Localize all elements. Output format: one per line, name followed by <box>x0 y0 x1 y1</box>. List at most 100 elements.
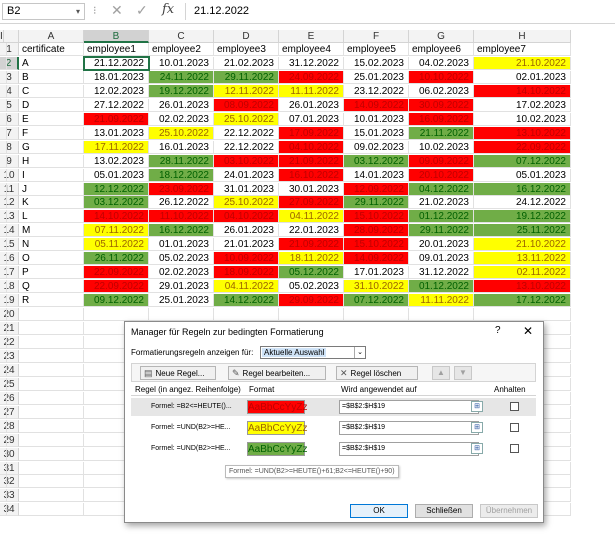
row-header[interactable]: 17 <box>0 266 19 280</box>
close-button[interactable]: Schließen <box>415 504 473 518</box>
date-cell[interactable]: 25.10.2022 <box>149 126 214 140</box>
date-cell[interactable]: 18.12.2022 <box>149 168 214 182</box>
date-cell[interactable]: 10.02.2023 <box>474 112 571 126</box>
cancel-icon[interactable]: ✕ <box>111 2 123 18</box>
date-cell[interactable]: 03.12.2022 <box>344 154 409 168</box>
cell[interactable] <box>0 98 7 112</box>
date-cell[interactable]: 19.12.2022 <box>474 210 571 224</box>
column-header-d[interactable]: D <box>214 30 279 43</box>
cell[interactable] <box>0 447 7 461</box>
date-cell[interactable]: 10.01.2023 <box>149 56 214 70</box>
date-cell[interactable]: 02.01.2023 <box>474 70 571 84</box>
date-cell[interactable]: 21.09.2022 <box>279 154 344 168</box>
row-header[interactable]: 12 <box>0 196 19 210</box>
date-cell[interactable]: 16.12.2022 <box>149 224 214 238</box>
cell[interactable] <box>0 252 7 266</box>
certificate-cell[interactable]: I <box>19 168 84 182</box>
row-header[interactable]: 30 <box>0 447 19 461</box>
help-icon[interactable]: ? <box>495 325 501 336</box>
cell[interactable] <box>0 43 7 56</box>
column-header-f[interactable]: F <box>344 30 409 43</box>
row-header[interactable]: 24 <box>0 363 19 377</box>
date-cell[interactable]: 12.11.2022 <box>214 84 279 98</box>
row-header[interactable]: 3 <box>0 70 19 84</box>
date-cell[interactable]: 19.12.2022 <box>149 84 214 98</box>
cell[interactable] <box>0 433 7 447</box>
stop-checkbox[interactable] <box>510 402 519 411</box>
date-cell[interactable]: 23.12.2022 <box>344 84 409 98</box>
cell[interactable] <box>19 391 84 405</box>
date-cell[interactable]: 15.10.2022 <box>344 238 409 252</box>
date-cell[interactable]: 03.10.2022 <box>214 154 279 168</box>
rule-range-input[interactable]: =$B$2:$H$19 <box>339 400 479 414</box>
formula-input[interactable]: 21.12.2022 <box>185 3 613 20</box>
close-icon[interactable]: ✕ <box>523 324 534 338</box>
date-cell[interactable]: 29.11.2022 <box>214 70 279 84</box>
date-cell[interactable]: 25.01.2023 <box>344 70 409 84</box>
date-cell[interactable]: 04.02.2023 <box>409 56 474 70</box>
row-header[interactable]: 34 <box>0 503 19 517</box>
date-cell[interactable]: 09.02.2023 <box>344 140 409 154</box>
cell[interactable] <box>0 322 7 335</box>
date-cell[interactable]: 30.01.2023 <box>279 182 344 196</box>
row-header[interactable]: 7 <box>0 126 19 140</box>
cell[interactable] <box>19 489 84 503</box>
date-cell[interactable]: 21.02.2023 <box>214 56 279 70</box>
date-cell[interactable]: 04.11.2022 <box>214 280 279 294</box>
show-rules-select[interactable]: Aktuelle Auswahl ⌄ <box>260 346 366 359</box>
date-cell[interactable]: 16.10.2022 <box>279 168 344 182</box>
row-header[interactable]: 6 <box>0 112 19 126</box>
date-cell[interactable]: 05.12.2022 <box>279 266 344 280</box>
row-header[interactable]: 15 <box>0 238 19 252</box>
date-cell[interactable]: 29.09.2022 <box>279 294 344 308</box>
date-cell[interactable]: 07.12.2022 <box>344 294 409 308</box>
header-cell[interactable]: employee2 <box>149 43 214 56</box>
date-cell[interactable]: 15.02.2023 <box>344 56 409 70</box>
date-cell[interactable]: 31.12.2022 <box>279 56 344 70</box>
row-header[interactable]: 32 <box>0 475 19 489</box>
date-cell[interactable]: 21.10.2022 <box>474 238 571 252</box>
date-cell[interactable]: 15.10.2022 <box>344 210 409 224</box>
cell[interactable] <box>0 461 7 475</box>
date-cell[interactable]: 04.12.2022 <box>409 182 474 196</box>
certificate-cell[interactable]: E <box>19 112 84 126</box>
row-header[interactable]: 13 <box>0 210 19 224</box>
move-down-button[interactable]: ▼ <box>454 366 472 380</box>
cell[interactable] <box>19 349 84 363</box>
cell[interactable] <box>0 224 7 238</box>
date-cell[interactable]: 29.11.2022 <box>409 224 474 238</box>
date-cell[interactable]: 07.01.2023 <box>279 112 344 126</box>
header-cell[interactable]: employee4 <box>279 43 344 56</box>
certificate-cell[interactable]: O <box>19 252 84 266</box>
row-header[interactable]: 4 <box>0 84 19 98</box>
range-picker-icon[interactable]: ⊞ <box>471 422 483 433</box>
cell[interactable] <box>0 140 7 154</box>
cell[interactable] <box>0 419 7 433</box>
cell[interactable] <box>19 447 84 461</box>
date-cell[interactable]: 05.01.2023 <box>474 168 571 182</box>
column-header-i[interactable]: I <box>0 30 4 43</box>
date-cell[interactable]: 07.11.2022 <box>84 224 149 238</box>
date-cell[interactable]: 25.11.2022 <box>474 224 571 238</box>
date-cell[interactable]: 17.12.2022 <box>474 294 571 308</box>
cell[interactable] <box>0 308 7 322</box>
cell[interactable] <box>19 419 84 433</box>
cell[interactable] <box>19 433 84 447</box>
date-cell[interactable]: 16.09.2022 <box>409 112 474 126</box>
row-header[interactable]: 26 <box>0 391 19 405</box>
row-header[interactable]: 22 <box>0 335 19 349</box>
certificate-cell[interactable]: Q <box>19 280 84 294</box>
date-cell[interactable]: 14.10.2022 <box>84 210 149 224</box>
date-cell[interactable]: 09.01.2023 <box>409 252 474 266</box>
row-header[interactable]: 25 <box>0 377 19 391</box>
column-header-h[interactable]: H <box>474 30 571 43</box>
date-cell[interactable]: 02.02.2023 <box>149 266 214 280</box>
date-cell[interactable]: 22.09.2022 <box>84 280 149 294</box>
date-cell[interactable]: 09.09.2022 <box>409 154 474 168</box>
header-cell[interactable]: employee3 <box>214 43 279 56</box>
date-cell[interactable]: 04.10.2022 <box>279 140 344 154</box>
date-cell[interactable]: 11.10.2022 <box>149 210 214 224</box>
date-cell[interactable]: 26.01.2023 <box>149 98 214 112</box>
date-cell[interactable]: 16.01.2023 <box>149 140 214 154</box>
date-cell[interactable]: 21.09.2022 <box>84 112 149 126</box>
